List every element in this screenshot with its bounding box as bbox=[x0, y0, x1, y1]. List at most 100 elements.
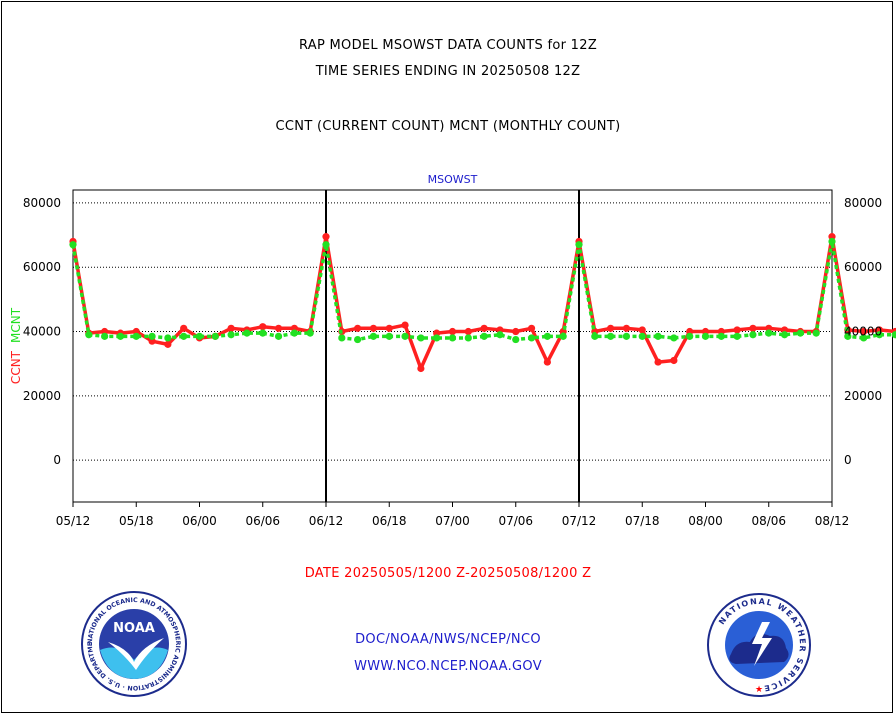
data-point-ccnt bbox=[543, 358, 551, 366]
data-point-ccnt bbox=[607, 324, 615, 332]
data-point-mcnt bbox=[607, 332, 615, 340]
data-point-mcnt bbox=[148, 332, 156, 340]
x-tick-label: 07/18 bbox=[625, 514, 660, 528]
y-tick-label-right: 20000 bbox=[844, 389, 882, 403]
data-point-ccnt bbox=[670, 356, 678, 365]
data-point-mcnt bbox=[101, 332, 109, 340]
data-point-mcnt bbox=[780, 331, 789, 339]
y-tick-label-left: 60000 bbox=[23, 260, 61, 274]
data-point-ccnt bbox=[417, 364, 425, 373]
data-point-mcnt bbox=[686, 332, 694, 340]
data-point-mcnt bbox=[844, 332, 852, 340]
data-point-ccnt bbox=[749, 324, 757, 332]
data-point-mcnt bbox=[543, 332, 551, 340]
data-point-ccnt bbox=[638, 326, 646, 334]
data-point-ccnt bbox=[227, 324, 235, 332]
chart-subtitle: TIME SERIES ENDING IN 20250508 12Z bbox=[315, 64, 581, 79]
data-point-mcnt bbox=[290, 329, 298, 337]
data-point-ccnt bbox=[274, 324, 283, 332]
x-tick-label: 06/12 bbox=[309, 514, 344, 528]
x-tick-label: 07/12 bbox=[562, 514, 597, 528]
data-point-mcnt bbox=[527, 334, 536, 342]
noaa-logo-text: NOAA bbox=[113, 621, 155, 636]
chart-title: RAP MODEL MSOWST DATA COUNTS for 12Z bbox=[298, 38, 598, 53]
data-point-ccnt bbox=[180, 324, 188, 332]
series-layer bbox=[69, 233, 896, 373]
data-point-mcnt bbox=[670, 334, 678, 342]
data-point-mcnt bbox=[180, 332, 188, 340]
data-point-mcnt bbox=[701, 332, 710, 340]
data-point-mcnt bbox=[575, 241, 583, 249]
data-point-mcnt bbox=[195, 332, 204, 340]
data-point-mcnt bbox=[765, 329, 773, 337]
data-point-mcnt bbox=[860, 334, 868, 342]
data-point-mcnt bbox=[132, 332, 140, 340]
panel-label: MSOWST bbox=[428, 173, 478, 186]
data-point-mcnt bbox=[322, 241, 330, 249]
y-tick-label-left: 0 bbox=[53, 453, 61, 467]
data-point-mcnt bbox=[733, 332, 741, 340]
data-point-ccnt bbox=[164, 340, 172, 348]
data-point-mcnt bbox=[116, 332, 125, 340]
data-point-mcnt bbox=[512, 335, 520, 344]
data-point-ccnt bbox=[860, 327, 868, 336]
data-point-mcnt bbox=[875, 331, 884, 339]
data-point-mcnt bbox=[338, 334, 346, 342]
date-range-label: DATE 20250505/1200 Z-20250508/1200 Z bbox=[304, 566, 592, 581]
data-point-ccnt bbox=[654, 358, 662, 366]
data-point-mcnt bbox=[828, 237, 836, 246]
data-point-mcnt bbox=[448, 334, 457, 342]
x-tick-label: 08/06 bbox=[751, 514, 786, 528]
data-point-mcnt bbox=[274, 332, 283, 340]
data-point-mcnt bbox=[306, 329, 314, 337]
data-point-mcnt bbox=[401, 332, 409, 340]
website-link[interactable]: WWW.NCO.NCEP.NOAA.GOV bbox=[354, 659, 542, 674]
data-point-mcnt bbox=[69, 241, 77, 249]
data-point-mcnt bbox=[496, 331, 504, 339]
data-point-mcnt bbox=[654, 332, 662, 340]
series-line-mcnt bbox=[71, 239, 896, 342]
organization-label: DOC/NOAA/NWS/NCEP/NCO bbox=[355, 632, 541, 647]
legend-description: CCNT (CURRENT COUNT) MCNT (MONTHLY COUNT… bbox=[275, 119, 621, 134]
y-tick-label-right: 0 bbox=[844, 453, 852, 467]
series-ccnt bbox=[69, 233, 896, 373]
data-point-mcnt bbox=[559, 332, 567, 340]
data-point-mcnt bbox=[227, 331, 235, 339]
series-line-ccnt bbox=[71, 234, 896, 371]
data-point-ccnt bbox=[622, 324, 631, 332]
data-point-ccnt bbox=[259, 323, 267, 331]
y-tick-label-left: 40000 bbox=[23, 325, 61, 339]
data-point-mcnt bbox=[259, 329, 267, 337]
data-point-mcnt bbox=[591, 332, 599, 340]
data-point-ccnt bbox=[480, 324, 488, 332]
x-tick-label: 08/12 bbox=[815, 514, 850, 528]
data-point-mcnt bbox=[717, 332, 725, 340]
x-tick-label: 05/12 bbox=[56, 514, 91, 528]
y-axis-label-mcnt: MCNT bbox=[9, 307, 23, 343]
x-tick-label: 08/00 bbox=[688, 514, 723, 528]
data-point-ccnt bbox=[401, 321, 409, 329]
y-tick-label-right: 40000 bbox=[844, 325, 882, 339]
x-tick-label: 07/06 bbox=[498, 514, 533, 528]
y-tick-label-right: 60000 bbox=[844, 260, 882, 274]
x-tick-label: 06/00 bbox=[182, 514, 217, 528]
data-point-mcnt bbox=[464, 334, 472, 342]
x-tick-label: 06/06 bbox=[245, 514, 280, 528]
data-point-mcnt bbox=[354, 335, 362, 344]
data-point-mcnt bbox=[622, 332, 631, 340]
data-point-mcnt bbox=[812, 329, 820, 337]
data-point-ccnt bbox=[354, 324, 362, 332]
y-axis-label: CCNT MCNT bbox=[9, 307, 23, 384]
data-point-mcnt bbox=[796, 329, 804, 337]
data-point-mcnt bbox=[433, 334, 441, 342]
series-mcnt bbox=[69, 237, 896, 344]
x-tick-label: 06/18 bbox=[372, 514, 407, 528]
y-tick-label-left: 80000 bbox=[23, 196, 61, 210]
data-point-mcnt bbox=[749, 331, 757, 339]
x-tick-label: 05/18 bbox=[119, 514, 154, 528]
data-point-mcnt bbox=[164, 334, 172, 342]
y-tick-label-left: 20000 bbox=[23, 389, 61, 403]
plot-area-border bbox=[72, 189, 833, 503]
x-tick-label: 07/00 bbox=[435, 514, 470, 528]
